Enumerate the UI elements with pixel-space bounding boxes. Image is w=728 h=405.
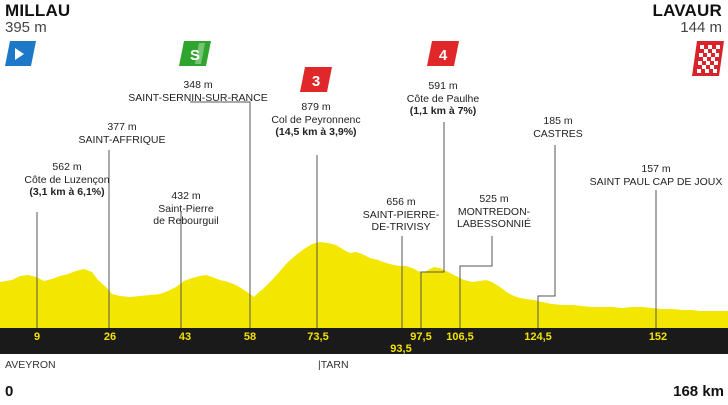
km-tick: 26 xyxy=(104,331,116,343)
point-saint-affrique: 377 m SAINT-AFFRIQUE xyxy=(62,121,182,146)
sprint-flag-icon: S xyxy=(179,41,211,66)
start-city: MILLAU xyxy=(5,1,71,20)
sprint-badge-label: S xyxy=(190,47,200,64)
point-altitude: 879 m xyxy=(301,101,331,113)
point-name: Col de Peyronnenc xyxy=(271,113,361,126)
km-tick: 43 xyxy=(179,331,191,343)
distance-start: 0 xyxy=(5,383,14,400)
point-name: Saint-Pierre xyxy=(158,202,214,215)
km-tick: 152 xyxy=(649,331,667,343)
point-peyronnenc: 879 m Col de Peyronnenc (14,5 km à 3,9%) xyxy=(251,101,381,139)
point-altitude: 377 m xyxy=(107,121,137,133)
point-detail: (3,1 km à 6,1%) xyxy=(29,186,105,198)
km-tick: 93,5 xyxy=(390,343,411,355)
point-paulhe: 591 m Côte de Paulhe (1,1 km à 7%) xyxy=(383,80,503,118)
point-name: SAINT-PIERRE- xyxy=(362,208,440,221)
point-name: Côte de Paulhe xyxy=(406,92,480,105)
km-tick: 73,5 xyxy=(307,331,328,343)
point-name-2: LABESSONNIÉ xyxy=(456,218,532,230)
km-tick: 124,5 xyxy=(524,331,552,343)
point-name-2: DE-TRIVISY xyxy=(371,221,431,233)
point-name-2: de Rebourguil xyxy=(153,215,219,227)
finish-flag-icon xyxy=(692,41,724,76)
region-aveyron: AVEYRON xyxy=(5,359,56,371)
point-name: CASTRES xyxy=(533,127,583,140)
region-tarn: |TARN xyxy=(318,359,349,371)
climb-cat4-flag-icon: 4 xyxy=(427,41,459,66)
climb4-badge-label: 4 xyxy=(439,47,448,64)
start-altitude: 395 m xyxy=(5,19,47,36)
km-tick: 9 xyxy=(34,331,40,343)
distance-end: 168 km xyxy=(673,383,724,400)
point-trivisy: 656 m SAINT-PIERRE- DE-TRIVISY xyxy=(341,196,461,234)
leader-saint-sernin xyxy=(190,101,251,328)
point-altitude: 525 m xyxy=(479,193,509,205)
start-flag-icon xyxy=(5,41,36,66)
climb3-badge-label: 3 xyxy=(312,73,320,90)
point-detail: (1,1 km à 7%) xyxy=(409,105,477,117)
finish-altitude: 144 m xyxy=(680,19,722,36)
finish-city: LAVAUR xyxy=(652,1,722,20)
point-rebourguil: 432 m Saint-Pierre de Rebourguil xyxy=(126,190,246,228)
point-altitude: 185 m xyxy=(543,115,573,127)
point-luzencon: 562 m Côte de Luzençon (3,1 km à 6,1%) xyxy=(7,161,127,199)
point-name: Côte de Luzençon xyxy=(24,173,110,186)
point-name: SAINT-AFFRIQUE xyxy=(78,133,166,146)
leader-paulhe xyxy=(420,122,445,328)
point-altitude: 656 m xyxy=(386,196,416,208)
elevation-profile xyxy=(0,242,728,328)
point-altitude: 157 m xyxy=(641,163,671,175)
km-tick: 106,5 xyxy=(446,331,474,343)
climb-cat3-flag-icon: 3 xyxy=(300,67,332,92)
point-altitude: 432 m xyxy=(171,190,201,202)
point-montredon: 525 m MONTREDON- LABESSONNIÉ xyxy=(434,193,554,231)
point-altitude: 591 m xyxy=(428,80,458,92)
point-altitude: 348 m xyxy=(183,79,213,91)
point-altitude: 562 m xyxy=(52,161,82,173)
point-detail: (14,5 km à 3,9%) xyxy=(275,126,357,138)
point-name: SAINT PAUL CAP DE JOUX xyxy=(589,175,723,188)
km-tick: 58 xyxy=(244,331,256,343)
point-castres: 185 m CASTRES xyxy=(498,115,618,140)
point-saint-paul: 157 m SAINT PAUL CAP DE JOUX xyxy=(566,163,728,188)
km-tick: 97,5 xyxy=(410,331,431,343)
leader-montredon xyxy=(459,236,493,328)
point-saint-sernin: 348 m SAINT-SERNIN-SUR-RANCE xyxy=(108,79,288,104)
point-name: MONTREDON- xyxy=(457,205,531,218)
point-name: SAINT-SERNIN-SUR-RANCE xyxy=(128,91,268,104)
leader-castres xyxy=(537,145,556,328)
km-band xyxy=(0,328,728,354)
